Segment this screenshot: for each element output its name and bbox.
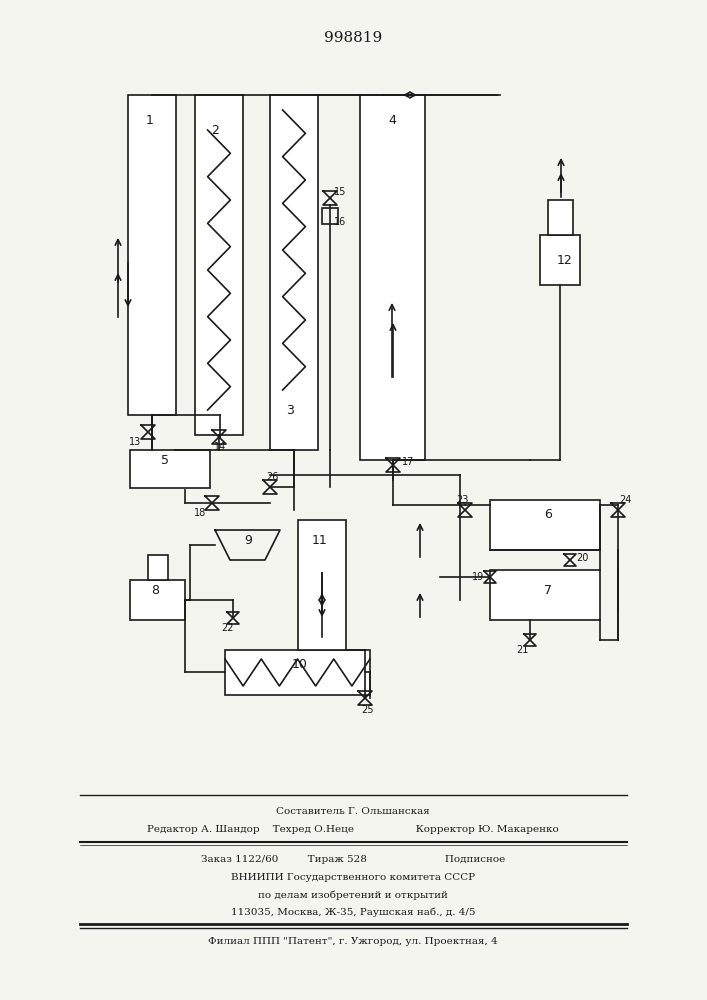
Text: 5: 5 — [161, 454, 169, 466]
Text: 4: 4 — [388, 113, 396, 126]
Text: 10: 10 — [292, 658, 308, 672]
Text: 7: 7 — [544, 584, 552, 596]
Text: 12: 12 — [557, 253, 573, 266]
Text: 20: 20 — [575, 553, 588, 563]
Text: Заказ 1122/60         Тираж 528                        Подписное: Заказ 1122/60 Тираж 528 Подписное — [201, 856, 505, 864]
Bar — [148, 555, 168, 580]
Text: 8: 8 — [151, 584, 159, 596]
Text: 26: 26 — [266, 472, 278, 482]
Bar — [128, 95, 176, 415]
Text: Филиал ППП "Патент", г. Ужгород, ул. Проектная, 4: Филиал ППП "Патент", г. Ужгород, ул. Про… — [208, 938, 498, 946]
Text: 19: 19 — [472, 572, 484, 582]
Bar — [195, 95, 243, 435]
Bar — [298, 520, 346, 650]
Text: 14: 14 — [214, 442, 226, 452]
Text: Редактор А. Шандор    Техред О.Неце                   Корректор Ю. Макаренко: Редактор А. Шандор Техред О.Неце Коррект… — [147, 826, 559, 834]
Text: Составитель Г. Ольшанская: Составитель Г. Ольшанская — [276, 808, 430, 816]
Text: 24: 24 — [619, 495, 631, 505]
Bar — [360, 95, 425, 460]
Text: 113035, Москва, Ж-35, Раушская наб., д. 4/5: 113035, Москва, Ж-35, Раушская наб., д. … — [230, 907, 475, 917]
Text: 25: 25 — [362, 705, 374, 715]
Text: 6: 6 — [544, 508, 552, 522]
Text: 17: 17 — [402, 457, 414, 467]
Text: 22: 22 — [222, 623, 234, 633]
Text: 18: 18 — [194, 508, 206, 518]
Text: 9: 9 — [244, 534, 252, 546]
Bar — [130, 580, 185, 620]
Bar — [322, 208, 338, 224]
Text: 11: 11 — [312, 534, 328, 546]
Bar — [490, 500, 600, 550]
Bar — [490, 570, 600, 620]
Bar — [130, 450, 210, 488]
Text: 23: 23 — [456, 495, 468, 505]
Bar — [540, 235, 580, 285]
Text: 16: 16 — [334, 217, 346, 227]
Bar — [225, 650, 370, 695]
Text: 3: 3 — [286, 403, 294, 416]
Text: 15: 15 — [334, 187, 346, 197]
Text: 998819: 998819 — [324, 31, 382, 45]
Text: 13: 13 — [129, 437, 141, 447]
Text: 2: 2 — [211, 123, 219, 136]
Text: по делам изобретений и открытий: по делам изобретений и открытий — [258, 890, 448, 900]
Text: 1: 1 — [146, 113, 154, 126]
Bar — [548, 200, 573, 235]
Text: 21: 21 — [516, 645, 528, 655]
Text: ВНИИПИ Государственного комитета СССР: ВНИИПИ Государственного комитета СССР — [231, 874, 475, 882]
Bar — [270, 95, 318, 450]
